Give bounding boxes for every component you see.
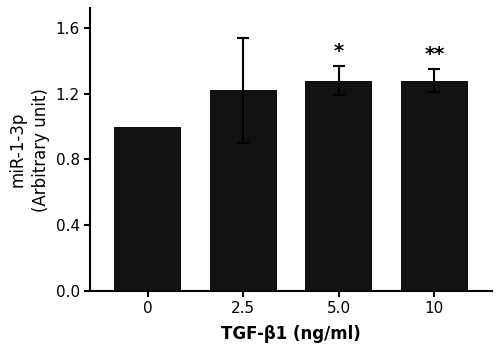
- X-axis label: TGF-β1 (ng/ml): TGF-β1 (ng/ml): [221, 325, 361, 343]
- Y-axis label: miR-1-3p
(Arbitrary unit): miR-1-3p (Arbitrary unit): [8, 88, 50, 212]
- Text: **: **: [424, 45, 444, 64]
- Bar: [114, 127, 181, 291]
- Bar: [210, 91, 276, 291]
- Bar: [401, 81, 468, 291]
- Text: *: *: [334, 42, 344, 61]
- Bar: [306, 81, 372, 291]
